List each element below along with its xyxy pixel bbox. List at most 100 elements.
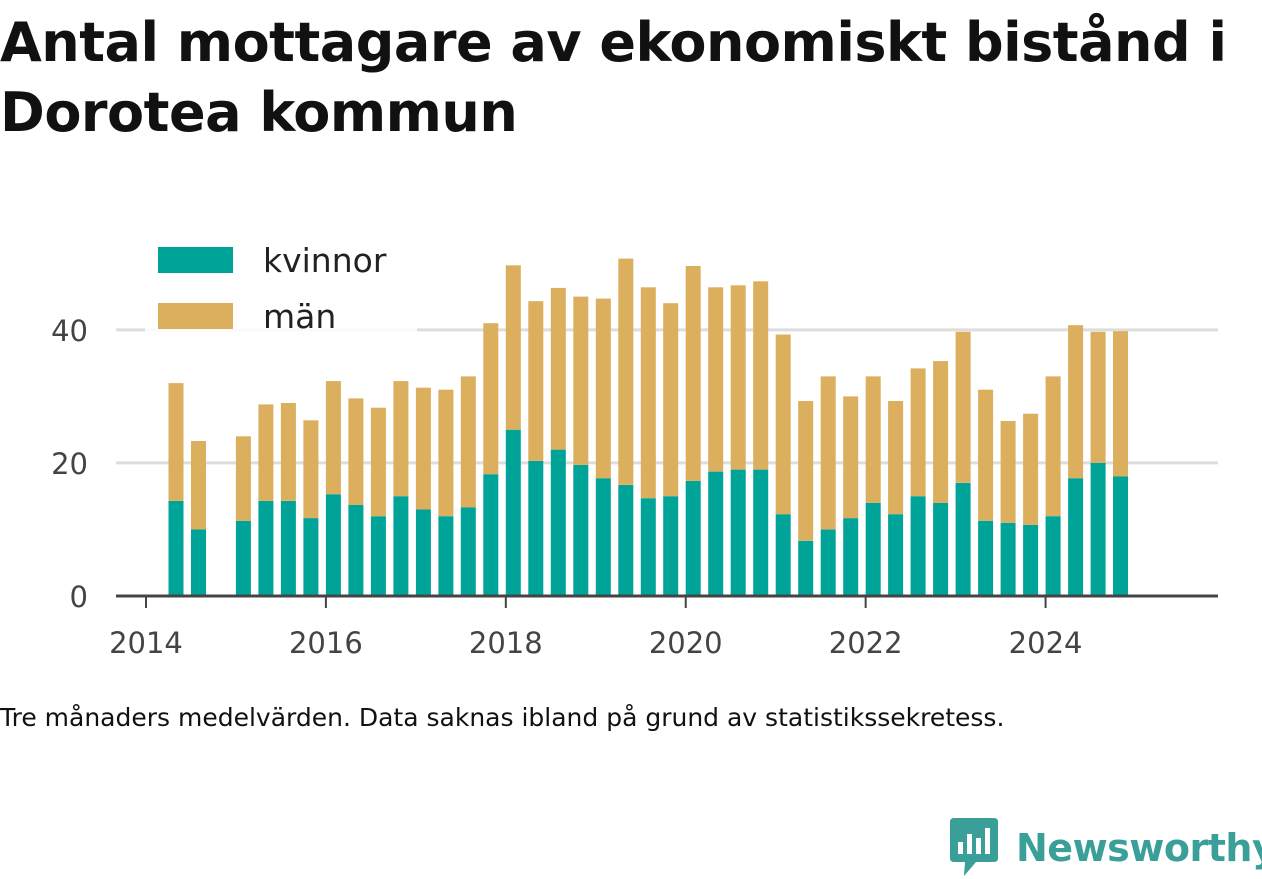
bar-man (1113, 331, 1128, 477)
bar-kvinnor (303, 518, 319, 596)
bar-man (303, 420, 319, 519)
bar-kvinnor (865, 502, 881, 596)
bar-kvinnor (370, 516, 386, 596)
y-tick-label: 0 (70, 580, 88, 614)
bar-man (820, 376, 836, 530)
bar-man (393, 381, 409, 497)
bar-kvinnor (528, 460, 544, 596)
chart-caption: Tre månaders medelvärden. Data saknas ib… (0, 703, 1005, 732)
bar-kvinnor (753, 469, 769, 596)
bar-man (415, 387, 431, 510)
bar-kvinnor (258, 500, 274, 596)
bar-kvinnor (640, 498, 656, 596)
bar-man (955, 331, 971, 483)
bar-kvinnor (955, 482, 971, 596)
bar-man (550, 287, 566, 450)
bar-man (258, 404, 274, 501)
bar-kvinnor (573, 464, 589, 596)
y-tick-label: 40 (51, 314, 88, 348)
bar-kvinnor (798, 540, 814, 596)
bar-kvinnor (393, 496, 409, 596)
bar-man (1000, 421, 1016, 523)
bar-kvinnor (348, 504, 364, 596)
legend: kvinnor män (145, 233, 417, 343)
bar-man (483, 323, 499, 475)
bar-kvinnor (1023, 524, 1039, 596)
bar-man (663, 303, 679, 497)
bar-kvinnor (910, 496, 926, 596)
bar-kvinnor (685, 480, 701, 596)
legend-swatch (158, 247, 233, 273)
bar-man (888, 401, 904, 515)
x-tick-label: 2020 (649, 626, 723, 660)
bar-kvinnor (730, 469, 746, 596)
bar-man (1045, 376, 1061, 517)
bar-man (573, 296, 589, 465)
bar-man (438, 389, 454, 517)
bar-man (235, 436, 251, 521)
bar-kvinnor (325, 494, 341, 596)
bar-man (865, 376, 881, 503)
bar-man (348, 398, 364, 505)
bar-man (191, 441, 206, 530)
bar-man (708, 287, 724, 472)
bar-man (280, 403, 296, 501)
bar-man (460, 376, 476, 508)
chart-title: Antal mottagare av ekonomiskt bistånd i … (0, 11, 1227, 144)
bar-man (505, 265, 521, 430)
bar-kvinnor (663, 496, 679, 596)
bar-kvinnor (460, 507, 476, 596)
bar-man (753, 281, 769, 470)
legend-swatch (158, 303, 233, 329)
bar-kvinnor (1045, 516, 1061, 596)
bar-man (798, 401, 814, 541)
bar-man (370, 407, 386, 517)
bar-man (730, 285, 746, 470)
bar-man (843, 396, 859, 519)
bar-man (978, 389, 994, 521)
bar-kvinnor (1068, 478, 1084, 596)
bar-kvinnor (775, 514, 791, 596)
bar-kvinnor (708, 471, 724, 596)
bar-man (168, 383, 184, 501)
bar-man (325, 381, 341, 495)
bar-kvinnor (820, 529, 836, 596)
x-tick-label: 2024 (1009, 626, 1083, 660)
bar-kvinnor (1090, 462, 1106, 596)
bar-man (933, 361, 949, 503)
bar-kvinnor (888, 514, 904, 596)
bar-man (910, 368, 926, 497)
bar-kvinnor (168, 500, 184, 596)
bar-man (618, 258, 634, 485)
bar-man (1090, 331, 1106, 463)
bar-kvinnor (1000, 522, 1016, 596)
axes: 0 20 40 2014 2016 2018 2020 2022 2024 (51, 314, 1218, 660)
bar-kvinnor (595, 478, 611, 596)
bar-kvinnor (618, 484, 634, 596)
bar-man (595, 298, 611, 479)
bar-kvinnor (1113, 476, 1128, 596)
newsworthy-logo: Newsworthy (950, 818, 1262, 878)
bar-kvinnor (483, 474, 499, 596)
x-tick-label: 2018 (469, 626, 543, 660)
bar-kvinnor (280, 500, 296, 596)
bar-kvinnor (978, 520, 994, 596)
legend-label: män (263, 297, 336, 336)
bar-man (528, 301, 544, 461)
bar-man (1068, 325, 1084, 479)
bar-man (685, 266, 701, 481)
bars (168, 258, 1128, 596)
newsworthy-logo-text: Newsworthy (1016, 826, 1262, 870)
bar-man (1023, 413, 1039, 525)
bar-man (640, 287, 656, 499)
x-tick-label: 2014 (109, 626, 183, 660)
bar-kvinnor (933, 502, 949, 596)
bar-kvinnor (843, 518, 859, 596)
x-tick-label: 2016 (289, 626, 363, 660)
bar-kvinnor (550, 449, 566, 596)
bar-kvinnor (415, 509, 431, 596)
y-tick-label: 20 (51, 447, 88, 481)
legend-label: kvinnor (263, 241, 387, 280)
bar-kvinnor (505, 429, 521, 596)
